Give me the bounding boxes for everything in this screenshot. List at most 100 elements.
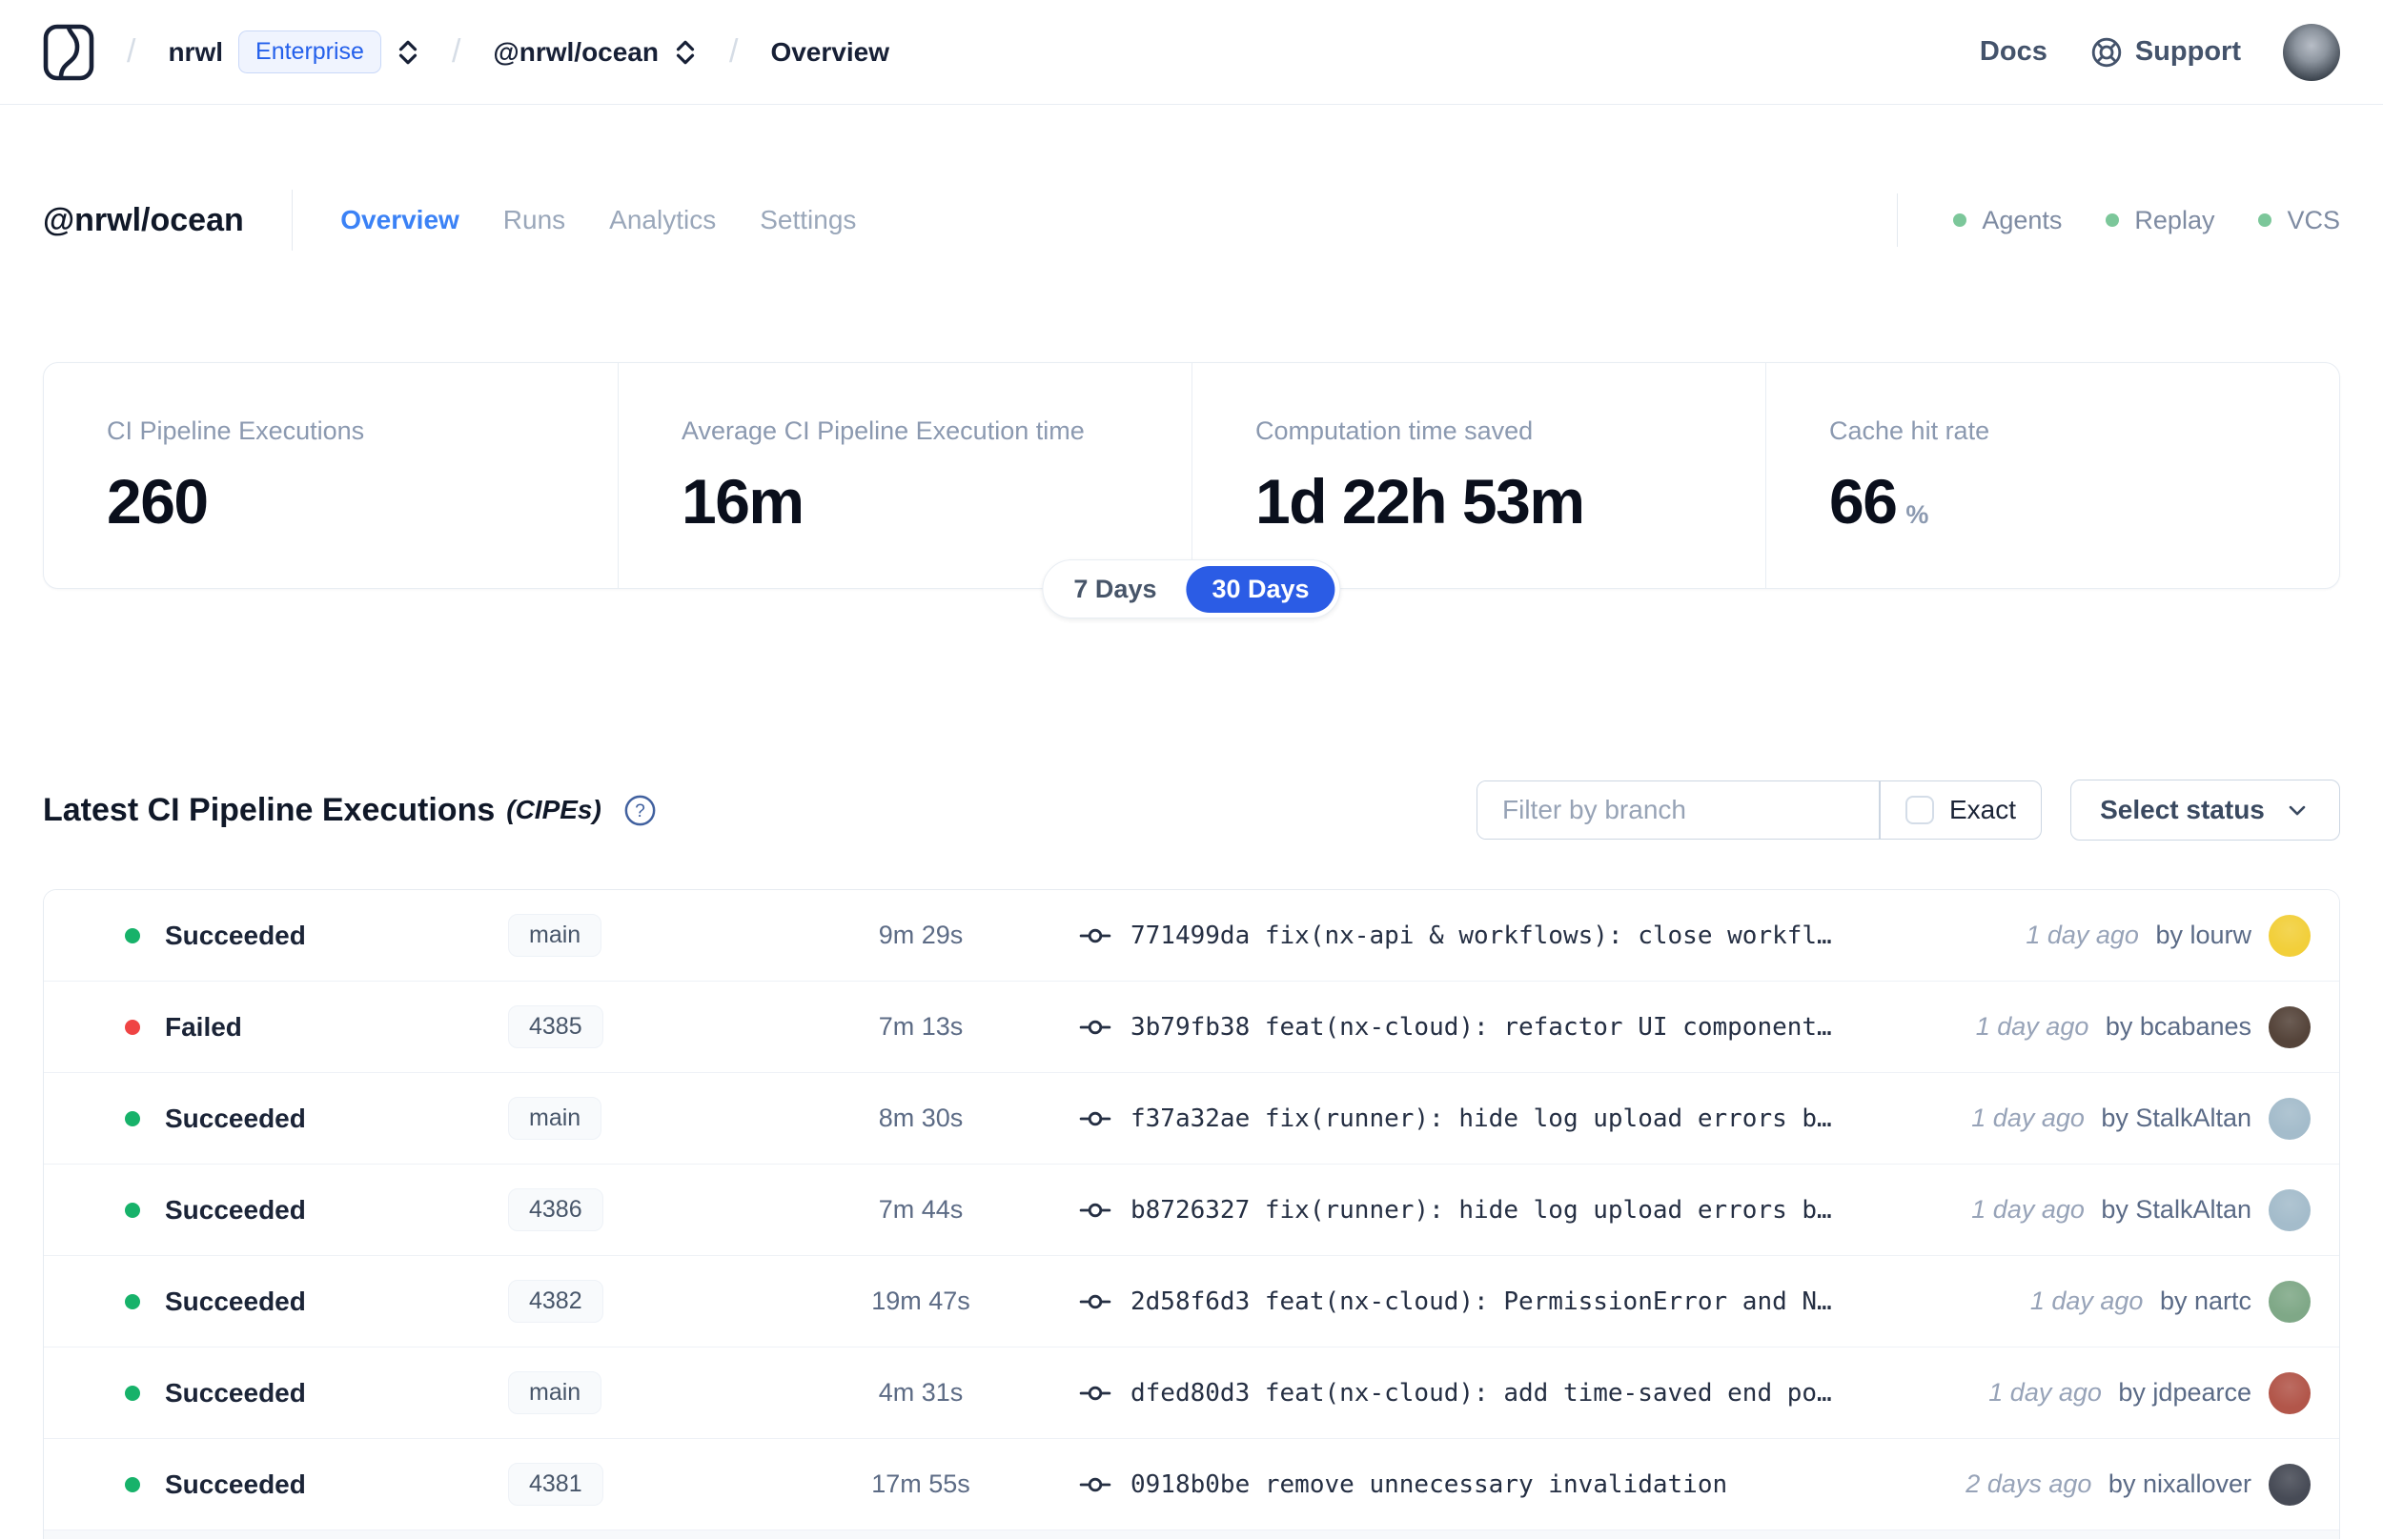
branch-pill: main — [508, 914, 602, 957]
section-title-suffix: (CIPEs) — [506, 795, 601, 824]
exact-checkbox[interactable] — [1904, 796, 1934, 824]
range-30-days[interactable]: 30 Days — [1186, 565, 1335, 613]
author-avatar — [2269, 1371, 2311, 1414]
workspace-selector[interactable]: @nrwl/ocean — [493, 37, 697, 68]
duration-label: 9m 29s — [878, 921, 964, 949]
status-dot-icon — [125, 1110, 140, 1126]
author-label: by StalkAltan — [2101, 1195, 2251, 1224]
legend-vcs-label: VCS — [2287, 205, 2340, 234]
latest-cipes-header: Latest CI Pipeline Executions (CIPEs) ? … — [43, 780, 2340, 841]
tab-overview[interactable]: Overview — [340, 205, 459, 234]
branch-pill: 4381 — [508, 1463, 603, 1506]
author-label: by lourw — [2155, 921, 2251, 949]
time-ago-label: 1 day ago — [1988, 1378, 2102, 1407]
support-link[interactable]: Support — [2089, 35, 2241, 70]
support-label: Support — [2134, 36, 2241, 67]
legend-agents-label: Agents — [1982, 205, 2063, 234]
legend-vcs: VCS — [2258, 206, 2340, 235]
docs-link[interactable]: Docs — [1979, 36, 2047, 67]
status-dot-icon — [125, 1293, 140, 1309]
table-row[interactable]: Succeeded main 8m 30s f37a32ae fix(runne… — [44, 1073, 2339, 1165]
commit-message: 771499da fix(nx-api & workflows): close … — [1130, 921, 1832, 950]
author-avatar — [2269, 1097, 2311, 1140]
stat-computation-time-saved: Computation time saved 1d 22h 53m — [1192, 363, 1765, 588]
stat-ci-pipeline-executions: CI Pipeline Executions 260 — [44, 363, 618, 588]
table-row[interactable]: Succeeded 4382 19m 47s 2d58f6d3 feat(nx-… — [44, 1256, 2339, 1348]
status-dot-icon — [125, 1385, 140, 1401]
stat-value: 16m — [682, 466, 805, 537]
stat-cache-hit-rate: Cache hit rate 66% — [1765, 363, 2339, 588]
row-meta: 1 day ago by StalkAltan — [1971, 1104, 2251, 1133]
stat-label: Cache hit rate — [1829, 416, 1990, 445]
author-label: by nixallover — [2108, 1469, 2251, 1498]
commit-message: 3b79fb38 feat(nx-cloud): refactor UI com… — [1130, 1012, 1832, 1042]
breadcrumb: / nrwl Enterprise / @nrwl/ocean / Overvi… — [43, 24, 889, 81]
branch-filter-input[interactable] — [1477, 781, 1880, 839]
org-switcher-chevrons-icon[interactable] — [397, 38, 419, 67]
org-name[interactable]: nrwl — [168, 36, 224, 67]
author-label: by StalkAltan — [2101, 1104, 2251, 1132]
branch-cell: 4382 — [508, 1280, 775, 1323]
date-range-toggle: 7 Days 30 Days — [1042, 559, 1341, 618]
time-ago-label: 1 day ago — [2029, 1287, 2144, 1315]
row-meta: 1 day ago by bcabanes — [1976, 1012, 2251, 1042]
chevron-down-icon — [2289, 805, 2306, 816]
git-commit-icon — [1079, 1377, 1111, 1409]
branch-cell: main — [508, 914, 775, 957]
org-selector[interactable]: nrwl Enterprise — [168, 30, 419, 73]
workspace-tabs: Overview Runs Analytics Settings — [340, 205, 856, 235]
breadcrumb-separator: / — [729, 33, 739, 70]
commit-message: 0918b0be remove unnecessary invalidation — [1130, 1469, 1728, 1499]
git-commit-icon — [1079, 1103, 1111, 1135]
select-status-button[interactable]: Select status — [2070, 780, 2340, 841]
git-commit-icon — [1079, 1286, 1111, 1318]
feature-status-legend: Agents Replay VCS — [1896, 193, 2340, 247]
tab-runs[interactable]: Runs — [502, 205, 566, 234]
workspace-switcher-chevrons-icon[interactable] — [674, 38, 697, 67]
branch-cell: 4385 — [508, 1005, 775, 1048]
cipe-table: Succeeded main 9m 29s 771499da fix(nx-ap… — [43, 889, 2340, 1539]
stat-label: Average CI Pipeline Execution time — [682, 416, 1085, 445]
divider — [1896, 193, 1899, 247]
commit-message: 2d58f6d3 feat(nx-cloud): PermissionError… — [1130, 1287, 1832, 1316]
branch-cell: main — [508, 1097, 775, 1140]
next-row-partial — [44, 1530, 2339, 1539]
time-ago-label: 1 day ago — [1971, 1195, 2085, 1224]
table-row[interactable]: Succeeded main 9m 29s 771499da fix(nx-ap… — [44, 890, 2339, 982]
branch-cell: main — [508, 1371, 775, 1414]
row-meta: 1 day ago by lourw — [2026, 921, 2251, 950]
legend-agents: Agents — [1953, 206, 2062, 235]
user-avatar[interactable] — [2283, 23, 2340, 81]
table-row[interactable]: Failed 4385 7m 13s 3b79fb38 feat(nx-clou… — [44, 982, 2339, 1073]
help-icon[interactable]: ? — [622, 793, 658, 828]
status-label: Succeeded — [165, 1377, 306, 1408]
duration-label: 17m 55s — [871, 1469, 970, 1498]
branch-pill: 4385 — [508, 1005, 603, 1048]
git-commit-icon — [1079, 1194, 1111, 1226]
author-label: by jdpearce — [2118, 1378, 2251, 1407]
author-avatar — [2269, 1463, 2311, 1506]
table-row[interactable]: Succeeded main 4m 31s dfed80d3 feat(nx-c… — [44, 1348, 2339, 1439]
duration-label: 7m 44s — [878, 1195, 964, 1224]
divider — [1879, 781, 1881, 839]
status-label: Succeeded — [165, 1194, 306, 1225]
status-dot-icon — [125, 1019, 140, 1035]
status-label: Succeeded — [165, 1103, 306, 1133]
author-label: by nartc — [2159, 1287, 2251, 1315]
status-label: Failed — [165, 1011, 242, 1042]
git-commit-icon — [1079, 1011, 1111, 1044]
author-avatar — [2269, 1280, 2311, 1323]
breadcrumb-separator: / — [127, 33, 136, 70]
row-meta: 1 day ago by jdpearce — [1988, 1378, 2251, 1408]
stat-average-execution-time: Average CI Pipeline Execution time 16m — [618, 363, 1192, 588]
table-row[interactable]: Succeeded 4381 17m 55s 0918b0be remove u… — [44, 1439, 2339, 1530]
nx-cloud-logo-icon[interactable] — [43, 24, 94, 81]
stats-cards: CI Pipeline Executions 260 Average CI Pi… — [43, 362, 2340, 589]
workspace-name[interactable]: @nrwl/ocean — [493, 36, 659, 67]
table-row[interactable]: Succeeded 4386 7m 44s b8726327 fix(runne… — [44, 1165, 2339, 1256]
commit-message: dfed80d3 feat(nx-cloud): add time-saved … — [1130, 1378, 1832, 1408]
tab-settings[interactable]: Settings — [760, 205, 857, 234]
branch-filter-group: Exact — [1477, 780, 2042, 840]
tab-analytics[interactable]: Analytics — [609, 205, 717, 234]
range-7-days[interactable]: 7 Days — [1073, 574, 1157, 603]
